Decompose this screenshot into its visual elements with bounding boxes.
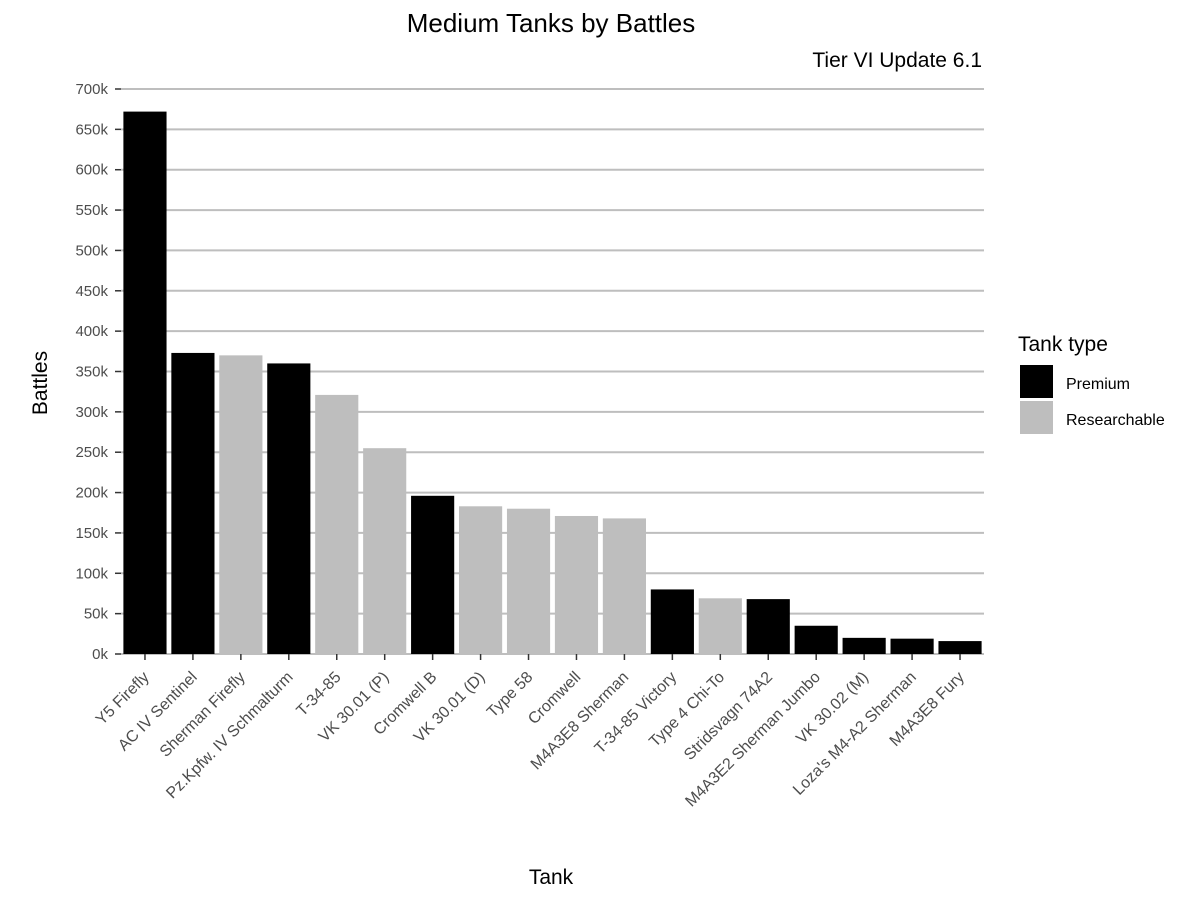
bar [554,515,599,654]
bar [842,637,886,654]
legend-label: Premium [1066,376,1130,393]
legend-title: Tank type [1018,333,1108,356]
bar [363,448,407,654]
y-tick-label: 700k [75,81,108,98]
bar [459,506,503,654]
bar [650,589,694,654]
bar [698,598,742,654]
bar [123,111,167,655]
bar [794,625,838,654]
y-tick-label: 600k [75,162,108,179]
chart-subtitle: Tier VI Update 6.1 [812,49,982,72]
y-tick-label: 500k [75,242,108,259]
chart-title: Medium Tanks by Battles [407,8,696,38]
bar [219,355,263,654]
bar [938,641,982,654]
y-axis: 0k 50k 100k 150k 200k 250k 300k 350k 400k 450k 500… [75,81,121,663]
bars [123,111,982,655]
x-tick-label: Sherman Firefly [157,669,249,761]
bar [746,599,790,654]
y-tick-label: 250k [75,444,108,461]
gridlines [121,88,984,655]
bar [171,352,215,654]
bar [602,518,646,654]
bar [411,495,455,654]
legend-key [1020,365,1053,398]
y-tick-label: 350k [75,364,108,381]
x-tick-label: T-34-85 Victory [592,669,681,758]
y-axis-title: Battles [29,351,52,415]
bar [890,638,934,654]
bar [315,394,359,654]
y-tick-label: 150k [75,525,108,542]
y-tick-label: 650k [75,121,108,138]
y-tick-label: 200k [75,485,108,502]
legend-label: Researchable [1066,412,1165,429]
x-axis-title: Tank [529,866,574,889]
y-tick-label: 450k [75,283,108,300]
legend-key [1020,401,1053,434]
y-tick-label: 550k [75,202,108,219]
y-tick-label: 100k [75,565,108,582]
y-tick-label: 400k [75,323,108,340]
y-tick-label: 0k [92,646,108,663]
bar [267,363,311,654]
x-tick-label: Stridsvagn 74A2 [681,669,776,764]
y-tick-label: 300k [75,404,108,421]
legend: Tank type Premium Researchable [1018,333,1165,434]
y-tick-label: 50k [84,606,109,623]
bar [506,508,551,654]
